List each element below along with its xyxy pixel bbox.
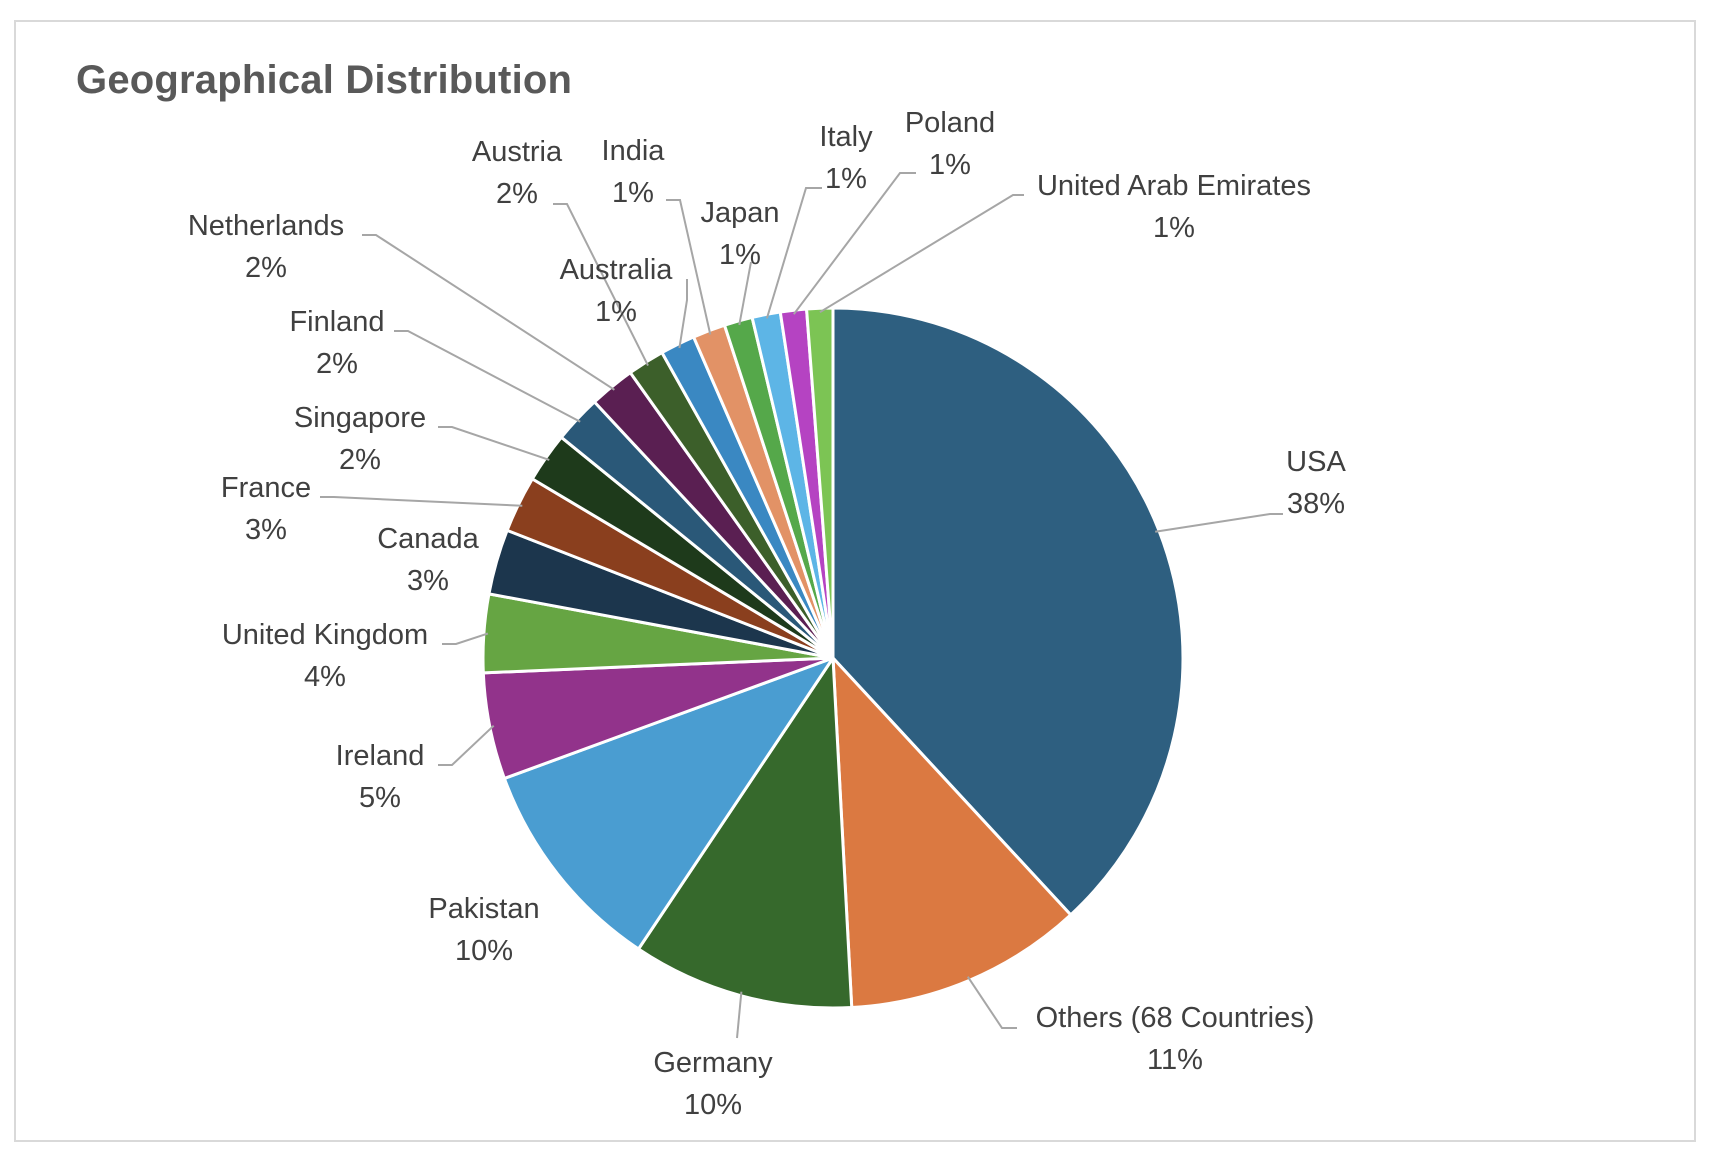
slice-label-canada: Canada — [377, 523, 479, 555]
slice-percent-finland: 2% — [316, 348, 358, 380]
slice-label-japan: Japan — [700, 197, 779, 229]
slice-label-pakistan: Pakistan — [428, 893, 539, 925]
slice-label-others-68-countries: Others (68 Countries) — [1036, 1002, 1315, 1034]
slice-percent-united-arab-emirates: 1% — [1153, 212, 1195, 244]
slice-label-poland: Poland — [905, 107, 995, 139]
slice-label-germany: Germany — [653, 1047, 773, 1079]
pie-slice-pakistan — [502, 656, 835, 951]
slice-percent-poland: 1% — [929, 149, 971, 181]
leader-line-japan — [738, 261, 752, 326]
slice-label-finland: Finland — [289, 306, 384, 338]
slice-label-singapore: Singapore — [294, 402, 426, 434]
pie-slices — [481, 306, 1185, 1010]
slice-percent-australia: 1% — [595, 296, 637, 328]
slice-percent-germany: 10% — [684, 1089, 742, 1121]
slice-label-india: India — [602, 135, 666, 167]
slice-percent-canada: 3% — [407, 565, 449, 597]
slice-percent-ireland: 5% — [359, 782, 401, 814]
slice-percent-united-kingdom: 4% — [304, 661, 346, 693]
leader-line-australia — [678, 279, 688, 349]
slice-percent-austria: 2% — [496, 178, 538, 210]
slice-label-united-arab-emirates: United Arab Emirates — [1037, 170, 1311, 202]
slice-label-netherlands: Netherlands — [188, 210, 344, 242]
leader-line-austria — [553, 203, 649, 367]
chart-title: Geographical Distribution — [76, 58, 573, 102]
slice-label-australia: Australia — [560, 254, 674, 286]
leader-line-others-68-countries — [966, 976, 1017, 1029]
pie-slice-united-arab-emirates — [805, 306, 835, 660]
slice-percent-india: 1% — [612, 177, 654, 209]
leader-line-usa — [1155, 513, 1283, 533]
leader-line-united-kingdom — [442, 632, 489, 645]
slice-label-usa: USA — [1286, 446, 1346, 478]
leader-line-netherlands — [362, 234, 615, 391]
leader-line-germany — [736, 991, 743, 1039]
slice-percent-others-68-countries: 11% — [1147, 1044, 1203, 1076]
leader-line-finland — [394, 330, 581, 423]
slice-label-italy: Italy — [819, 121, 873, 153]
slice-label-united-kingdom: United Kingdom — [222, 619, 428, 651]
leader-line-india — [666, 199, 712, 335]
slice-labels: USA 38% Others (68 Countries) 11% Germany 10%… — [188, 107, 1347, 1121]
slice-percent-pakistan: 10% — [455, 935, 513, 967]
leader-line-france — [320, 496, 523, 507]
slice-percent-netherlands: 2% — [245, 252, 287, 284]
leader-line-singapore — [438, 426, 550, 461]
leader-line-italy — [765, 187, 822, 319]
leader-lines — [320, 172, 1283, 1039]
slice-label-france: France — [221, 472, 311, 504]
slice-percent-italy: 1% — [825, 163, 867, 195]
leader-line-ireland — [438, 724, 495, 766]
slice-percent-japan: 1% — [719, 239, 761, 271]
leader-line-poland — [793, 172, 916, 315]
slice-percent-usa: 38% — [1287, 488, 1345, 520]
slice-percent-france: 3% — [245, 514, 287, 546]
slice-label-ireland: Ireland — [336, 740, 425, 772]
slice-percent-singapore: 2% — [339, 444, 381, 476]
slice-label-austria: Austria — [472, 136, 563, 168]
leader-line-united-arab-emirates — [819, 194, 1024, 314]
